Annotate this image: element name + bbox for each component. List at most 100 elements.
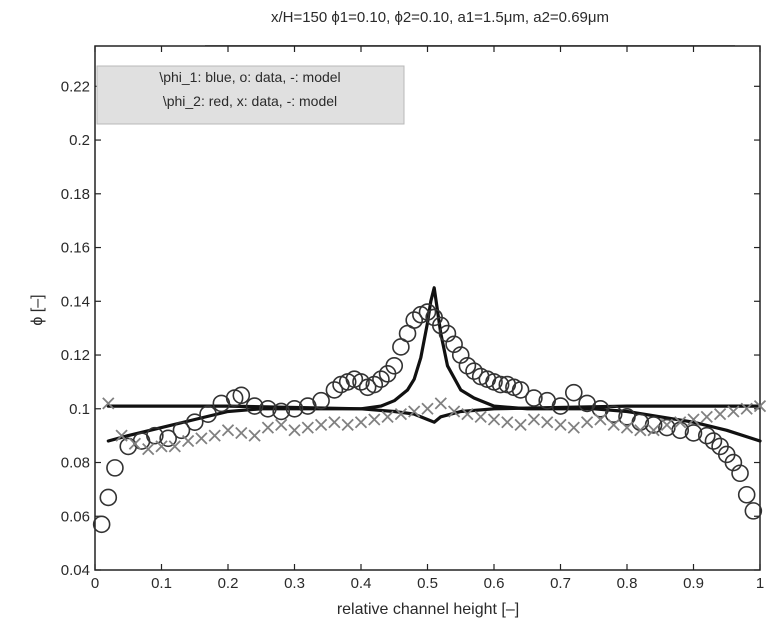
data-point-cross [195, 432, 208, 445]
data-point-circle [465, 362, 483, 380]
data-point-circle [564, 383, 583, 402]
data-point-circle [445, 335, 463, 354]
data-point-circle [704, 432, 723, 450]
x-tick-label: 0.9 [683, 575, 704, 592]
data-point-cross [168, 440, 181, 453]
y-tick-label: 0.2 [69, 132, 90, 149]
data-point-circle [491, 375, 510, 394]
data-point-cross [541, 416, 554, 429]
data-point-cross [354, 416, 368, 429]
data-point-cross [487, 413, 501, 426]
data-point-circle [385, 356, 404, 375]
data-point-cross [275, 418, 288, 432]
data-point-circle [737, 485, 756, 504]
data-point-cross [248, 429, 261, 442]
x-tick-label: 0.2 [218, 575, 239, 592]
y-tick-label: 0.1 [69, 401, 90, 418]
data-point-circle [684, 424, 703, 442]
data-point-cross [594, 413, 607, 426]
chart-title: x/H=150 ϕ1=0.10, ϕ2=0.10, a1=1.5μm, a2=0… [271, 9, 609, 26]
data-point-circle [352, 373, 370, 391]
data-point-circle [511, 381, 530, 399]
y-tick-label: 0.12 [61, 347, 90, 364]
data-point-circle [245, 397, 264, 415]
y-tick-label: 0.18 [61, 186, 90, 203]
y-tick-label: 0.16 [61, 240, 90, 257]
data-point-cross [447, 405, 461, 418]
data-point-circle [259, 399, 277, 418]
legend-entry-phi2: \phi_2: red, x: data, -: model [163, 93, 337, 109]
data-point-circle [92, 515, 111, 534]
data-point-cross [314, 418, 328, 432]
x-tick-label: 0.6 [484, 575, 505, 592]
data-point-circle [458, 356, 477, 375]
data-point-circle [744, 502, 763, 520]
data-point-cross [700, 410, 713, 423]
model-curve-phi2 [106, 404, 762, 424]
data-point-cross [301, 421, 314, 434]
x-tick-label: 0.1 [151, 575, 172, 592]
y-tick-label: 0.06 [61, 508, 90, 525]
data-point-cross [115, 429, 128, 442]
data-point-cross [408, 405, 421, 418]
data-point-cross [381, 410, 394, 423]
data-point-cross [128, 437, 142, 450]
x-axis-label: relative channel height [–] [337, 601, 519, 618]
data-point-cross [368, 413, 381, 426]
data-point-cross [208, 429, 221, 442]
data-point-cross [181, 434, 195, 448]
data-point-cross [567, 421, 580, 434]
data-point-circle [438, 324, 457, 343]
data-point-circle [172, 421, 191, 440]
data-point-circle [232, 386, 251, 405]
y-axis-label: ϕ [–] [29, 294, 46, 325]
legend-entry-phi1: \phi_1: blue, o: data, -: model [159, 69, 340, 85]
data-point-cross [261, 421, 275, 434]
data-point-circle [551, 397, 570, 415]
data-point-circle [146, 426, 164, 445]
data-point-cross [514, 418, 527, 432]
data-point-cross [620, 421, 634, 434]
y-tick-label: 0.08 [61, 455, 90, 472]
data-point-cross [554, 418, 567, 432]
data-point-cross [102, 397, 115, 410]
data-point-cross [740, 402, 753, 415]
data-point-cross [713, 408, 727, 421]
data-point-circle [106, 459, 124, 477]
data-point-circle [199, 405, 217, 423]
data-point-circle [159, 429, 177, 448]
data-point-cross [727, 405, 740, 418]
data-point-cross [580, 416, 594, 429]
data-point-cross [221, 424, 235, 437]
data-point-cross [421, 402, 434, 415]
data-point-circle [724, 453, 743, 472]
data-point-cross [461, 408, 474, 421]
x-tick-label: 0.4 [351, 575, 372, 592]
data-point-circle [525, 389, 543, 407]
x-tick-label: 0.5 [417, 575, 438, 592]
data-point-cross [341, 418, 354, 432]
data-point-circle [272, 402, 291, 421]
data-point-cross [527, 413, 541, 426]
data-point-circle [731, 464, 749, 483]
y-tick-label: 0.14 [61, 293, 90, 310]
data-point-circle [285, 399, 304, 418]
plot-area [94, 45, 761, 571]
data-point-circle [185, 413, 204, 432]
data-point-circle [312, 391, 330, 410]
data-point-circle [405, 311, 424, 329]
data-point-cross [394, 408, 408, 421]
data-point-circle [99, 488, 118, 507]
data-point-circle [325, 381, 344, 399]
axis-ticks: 0 0.1 0.2 0.3 0.4 0.5 0.6 0.7 0.8 0.9 1 0.04 0.06 0.0… [61, 46, 764, 592]
data-point-cross [288, 424, 301, 437]
data-point-circle [418, 303, 437, 321]
y-tick-label: 0.04 [61, 562, 90, 579]
data-point-cross [634, 424, 647, 437]
data-point-cross [687, 413, 700, 426]
data-point-cross [674, 416, 687, 429]
data-point-cross [647, 424, 660, 437]
x-tick-label: 0.7 [550, 575, 571, 592]
data-point-cross [328, 416, 341, 429]
